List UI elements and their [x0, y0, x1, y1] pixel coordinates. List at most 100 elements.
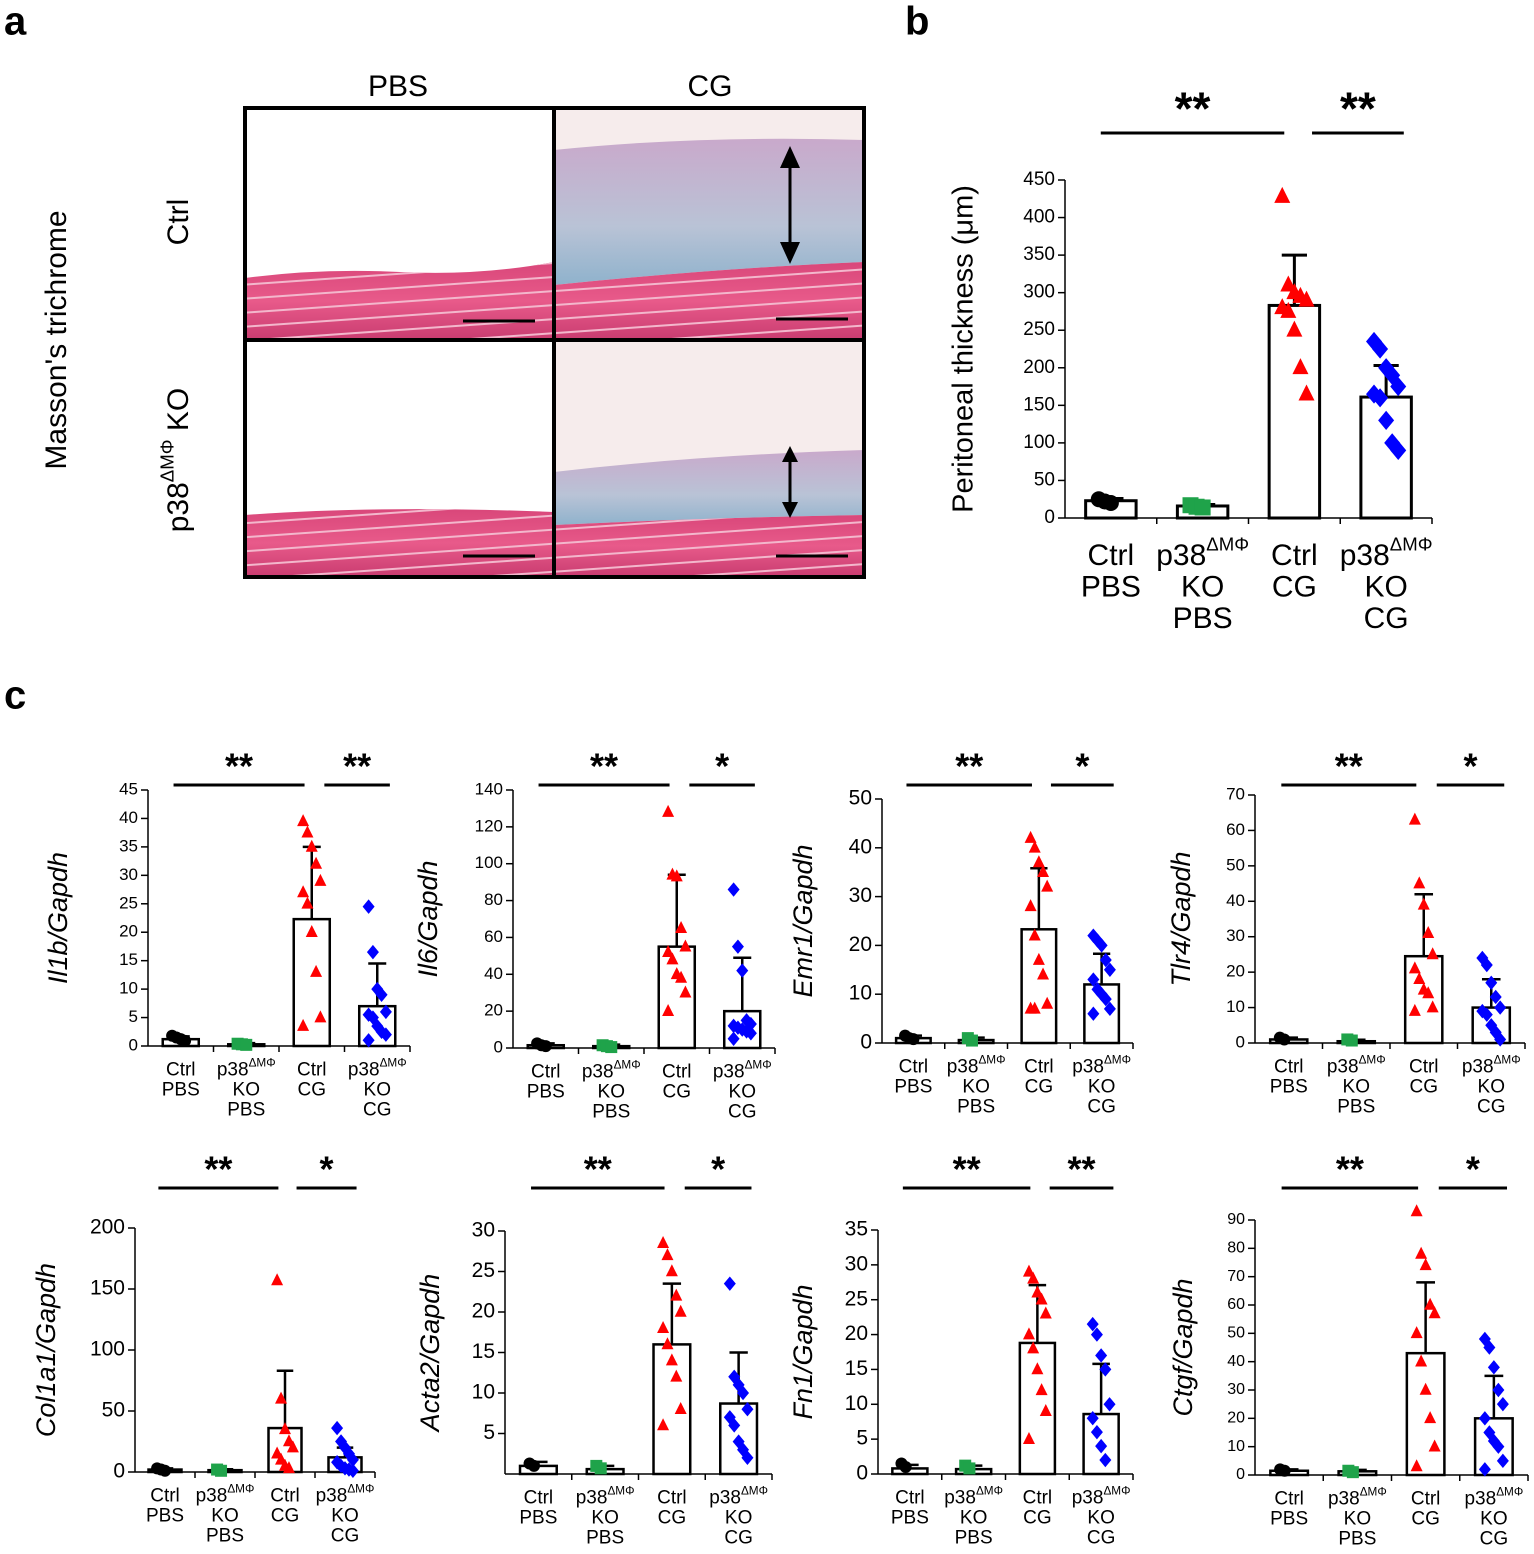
significance-label: * [1466, 1148, 1480, 1189]
x-tick-label: Ctrl [297, 1060, 327, 1081]
y-tick-label: 30 [845, 1252, 868, 1275]
data-point [737, 1442, 750, 1457]
data-point [1286, 320, 1303, 337]
data-point [1480, 957, 1493, 973]
y-tick-label: 0 [860, 1031, 872, 1054]
data-point [375, 987, 388, 1002]
data-point [314, 1010, 327, 1023]
y-tick-label: 400 [1023, 207, 1055, 228]
y-tick-label: 30 [849, 884, 872, 907]
data-point [1102, 494, 1119, 511]
x-tick-label: KO [960, 1508, 987, 1529]
y-axis-label: Il1b/Gapdh [43, 852, 73, 984]
data-point [305, 839, 318, 852]
x-tick-label: PBS [527, 1082, 565, 1103]
x-tick-label: CG [1410, 1077, 1439, 1098]
data-point [1039, 1404, 1052, 1417]
significance-label: ** [953, 1148, 981, 1189]
column-label: CG [688, 70, 733, 103]
bar [1082, 1412, 1120, 1476]
data-point [662, 944, 675, 957]
bar-chart: 010203040506070Tlr4/GapdhCtrlPBSp38ΔMΦKO… [1166, 745, 1526, 1118]
data-point [728, 1418, 741, 1433]
bar-chart: 050100150200Col1a1/GapdhCtrlPBSp38ΔMΦKOP… [31, 1148, 376, 1547]
data-point [907, 1033, 920, 1046]
y-tick-label: 40 [1226, 891, 1245, 910]
data-point [675, 921, 688, 934]
data-point [342, 1446, 355, 1461]
data-point [1480, 1007, 1493, 1022]
data-point [366, 944, 379, 960]
data-point [1492, 1439, 1505, 1454]
y-tick-label: 40 [1227, 1353, 1245, 1370]
data-point [670, 1369, 683, 1382]
y-tick-label: 50 [1226, 855, 1245, 874]
y-tick-label: 60 [1227, 1296, 1245, 1313]
y-tick-label: 5 [856, 1427, 868, 1450]
data-point [371, 1018, 384, 1034]
data-point [1099, 991, 1112, 1007]
x-tick-label: CG [1477, 1097, 1506, 1118]
data-point [737, 1385, 750, 1401]
data-point [1496, 1453, 1509, 1469]
x-tick-label: KO [598, 1082, 625, 1103]
row-label: Ctrl [162, 199, 195, 246]
significance-label: ** [584, 1148, 612, 1189]
data-point [727, 1031, 740, 1046]
data-point [1032, 855, 1045, 868]
data-point [1372, 339, 1389, 359]
data-point [1037, 967, 1050, 980]
y-tick-label: 350 [1023, 244, 1055, 265]
x-tick-label: PBS [1338, 1529, 1376, 1550]
data-point [1037, 865, 1050, 877]
data-point [339, 1440, 351, 1455]
y-axis-label: Ctgf/Gapdh [1168, 1278, 1198, 1416]
y-tick-label: 30 [1226, 926, 1245, 945]
x-tick-label: KO [962, 1077, 989, 1098]
data-point [1031, 1362, 1044, 1375]
data-point [1476, 1003, 1489, 1019]
y-tick-label: 50 [1227, 1325, 1245, 1342]
data-point [744, 1026, 757, 1041]
y-tick-label: 20 [849, 933, 872, 956]
data-point [1022, 1327, 1035, 1340]
x-tick-label: PBS [519, 1508, 557, 1529]
data-point [674, 1304, 687, 1317]
data-point [1408, 961, 1421, 974]
significance-label: ** [1335, 745, 1363, 786]
data-point [1413, 972, 1426, 985]
x-tick-label: PBS [957, 1097, 995, 1118]
x-tick-label: PBS [206, 1526, 244, 1547]
data-point [1041, 879, 1054, 892]
x-tick-label: CG [663, 1082, 692, 1103]
data-point [1428, 1306, 1441, 1319]
data-point [727, 882, 740, 897]
y-tick-label: 40 [484, 964, 503, 983]
x-tick-label: PBS [146, 1506, 184, 1527]
bar-chart: 051015202530354045Il1b/GapdhCtrlPBSp38ΔM… [43, 745, 411, 1121]
x-tick-label: p38ΔMΦ [576, 1485, 635, 1509]
x-tick-label: CG [1025, 1077, 1054, 1098]
data-point [1028, 1001, 1041, 1014]
data-point [1035, 1292, 1048, 1305]
x-tick-label: PBS [955, 1528, 993, 1549]
data-point [1194, 499, 1211, 516]
x-tick-label: p38ΔMΦ [1327, 1054, 1386, 1078]
panel-label: b [905, 0, 929, 44]
data-point [1087, 1006, 1100, 1021]
micrographs [243, 106, 866, 579]
y-tick-label: 25 [119, 893, 138, 912]
y-tick-label: 10 [845, 1392, 868, 1415]
data-point [1492, 1382, 1505, 1398]
y-tick-label: 10 [1226, 997, 1245, 1016]
y-tick-label: 60 [484, 927, 503, 946]
y-tick-label: 40 [849, 835, 872, 858]
x-tick-label: Ctrl [1274, 1489, 1304, 1510]
x-tick-label: p38ΔMΦ [217, 1057, 276, 1081]
data-point [286, 1440, 299, 1453]
x-tick-label: KO [1344, 1509, 1371, 1530]
y-axis-label: Il6/Gapdh [413, 860, 443, 977]
y-axis-label: Tlr4/Gapdh [1166, 851, 1196, 986]
significance-label: * [1075, 745, 1089, 786]
data-point [1426, 1000, 1439, 1013]
